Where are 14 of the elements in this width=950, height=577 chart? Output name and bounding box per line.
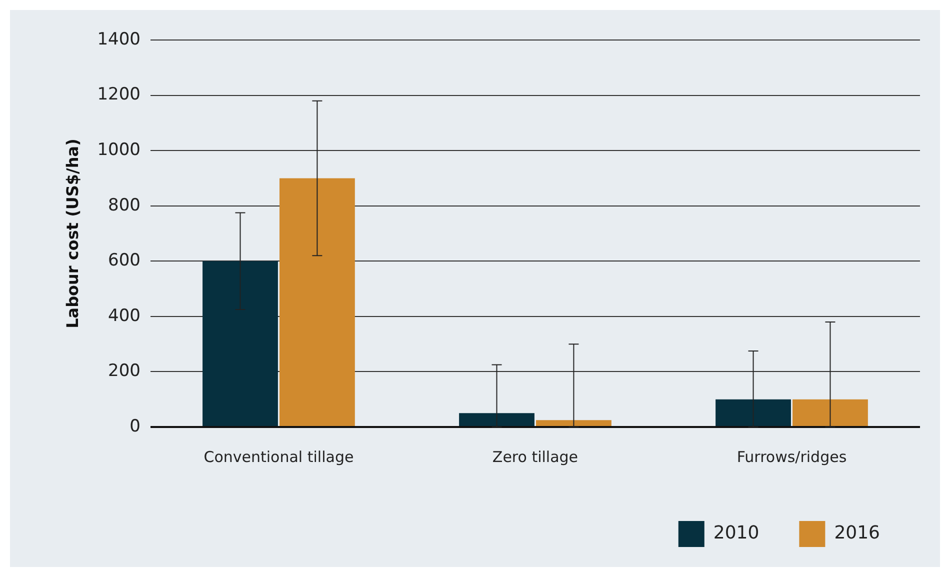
y-tick-label: 1200	[97, 84, 140, 105]
legend-label: 2010	[713, 522, 760, 544]
y-tick-label: 800	[108, 195, 140, 216]
y-tick-label: 1000	[97, 140, 140, 160]
legend-label: 2016	[834, 522, 880, 544]
y-tick-label: 200	[108, 361, 140, 382]
y-tick-label: 400	[108, 306, 140, 326]
y-tick-label: 0	[130, 416, 140, 436]
y-tick-label: 1400	[97, 29, 140, 50]
y-tick-label: 600	[108, 250, 140, 271]
x-tick-label: Zero tillage	[492, 448, 578, 466]
x-tick-label: Conventional tillage	[204, 448, 354, 466]
y-axis-title: Labour cost (US$/ha)	[62, 138, 82, 328]
x-tick-label: Furrows/ridges	[736, 448, 847, 466]
